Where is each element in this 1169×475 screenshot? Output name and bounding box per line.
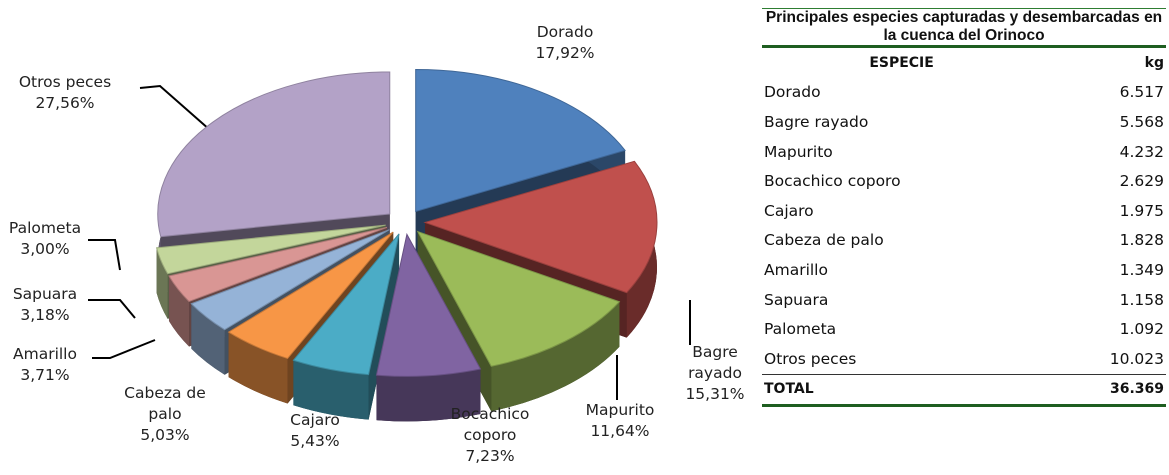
category-label: Palometa	[8, 219, 82, 237]
species-cell: Palometa	[764, 320, 837, 339]
slice-label: Sapuara 3,18%	[0, 284, 90, 326]
value-label: 5,03%	[140, 426, 190, 444]
slice-label: Bocachico coporo 7,23%	[440, 404, 540, 467]
slice-wall	[156, 247, 168, 319]
table-row: Amarillo 1.349	[762, 255, 1166, 285]
kg-cell: 6.517	[1119, 83, 1164, 102]
slice-top	[190, 229, 390, 331]
species-table: Principales especies capturadas y desemb…	[762, 8, 1166, 408]
table-row: Cabeza de palo 1.828	[762, 226, 1166, 256]
chart	[88, 69, 691, 422]
value-label: 3,00%	[20, 240, 70, 258]
category-label: Mapurito	[585, 401, 655, 419]
category-label: Sapuara	[12, 285, 78, 303]
slice-label: Bagre rayado 15,31%	[680, 342, 750, 405]
species-cell: Mapurito	[764, 142, 833, 161]
slice-label: Dorado 17,92%	[520, 22, 610, 64]
table-header: ESPECIE kg	[762, 47, 1166, 78]
value-label: 3,18%	[20, 306, 70, 324]
species-cell: Amarillo	[764, 260, 828, 279]
table-row: Cajaro 1.975	[762, 196, 1166, 226]
species-cell: Bocachico coporo	[764, 172, 901, 191]
slice-wall	[491, 301, 620, 412]
category-label: Cajaro	[290, 411, 340, 429]
slice-wall	[376, 369, 481, 422]
table-row: Sapuara 1.158	[762, 285, 1166, 315]
header-cell: ESPECIE	[869, 54, 934, 71]
slice-top	[415, 69, 626, 213]
slice-top	[227, 231, 394, 360]
slice-label: Cabeza de palo 5,03%	[110, 383, 220, 446]
table-title: Principales especies capturadas y desemb…	[762, 8, 1166, 48]
category-label: Bagre rayado	[688, 343, 742, 382]
slice-label: Mapurito 11,64%	[575, 400, 665, 442]
slice-top	[423, 160, 658, 294]
slice-wall	[168, 275, 190, 347]
kg-cell: 36.369	[1041, 373, 1166, 408]
slice-wall	[228, 332, 288, 404]
table-row: TOTAL 36.369	[762, 373, 1166, 408]
value-label: 11,64%	[590, 422, 650, 440]
slice-top	[168, 226, 388, 303]
leader-line	[88, 299, 136, 319]
table-row: Bagre rayado 5.568	[762, 107, 1166, 137]
slice-top	[416, 230, 621, 367]
table-row: Dorado 6.517	[762, 78, 1166, 108]
table-row: Palometa 1.092	[762, 314, 1166, 344]
category-label: Bocachico coporo	[450, 405, 530, 444]
value-label: 17,92%	[535, 44, 595, 62]
slice	[416, 230, 621, 412]
leader-lines	[88, 84, 691, 400]
slice-top	[156, 224, 386, 275]
kg-cell: 1.975	[1119, 201, 1164, 220]
species-cell: Cajaro	[764, 201, 814, 220]
slice-top	[157, 71, 391, 238]
slice-label: Cajaro 5,43%	[275, 410, 355, 452]
species-cell: TOTAL	[762, 373, 1042, 408]
slice	[375, 232, 482, 422]
value-label: 7,23%	[465, 447, 515, 465]
leader-line	[92, 339, 156, 359]
species-cell: Otros peces	[764, 349, 857, 368]
slice-label: Palometa 3,00%	[0, 218, 90, 260]
kg-cell: 4.232	[1119, 142, 1164, 161]
kg-cell: 1.092	[1119, 320, 1164, 339]
table-row: Mapurito 4.232	[762, 137, 1166, 167]
species-cell: Cabeza de palo	[764, 231, 884, 250]
species-cell: Sapuara	[764, 290, 829, 309]
value-label: 15,31%	[685, 385, 745, 403]
table-row: Otros peces 10.023	[762, 344, 1166, 374]
leader-line	[88, 239, 121, 271]
slice-label: Amarillo 3,71%	[0, 344, 90, 386]
kg-cell: 2.629	[1119, 172, 1164, 191]
value-label: 3,71%	[20, 366, 70, 384]
category-label: Otros peces	[18, 73, 112, 91]
header-cell: kg	[1144, 54, 1164, 71]
category-label: Amarillo	[13, 345, 77, 363]
species-cell: Bagre rayado	[764, 112, 869, 131]
slice-top	[375, 232, 482, 377]
value-label: 5,43%	[290, 432, 340, 450]
slice-wall	[191, 303, 225, 375]
category-label: Dorado	[536, 23, 594, 41]
kg-cell: 1.349	[1119, 260, 1164, 279]
table-row: Bocachico coporo 2.629	[762, 166, 1166, 196]
species-cell: Dorado	[764, 83, 821, 102]
kg-cell: 1.828	[1119, 231, 1164, 250]
kg-cell: 1.158	[1119, 290, 1164, 309]
kg-cell: 10.023	[1109, 349, 1164, 368]
slice-top	[292, 233, 400, 376]
slice-label: Otros peces 27,56%	[0, 72, 130, 114]
slice-wall	[293, 360, 369, 420]
value-label: 27,56%	[35, 94, 95, 112]
leader-line	[139, 84, 211, 131]
kg-cell: 5.568	[1119, 112, 1164, 131]
slice	[292, 233, 400, 420]
category-label: Cabeza de palo	[124, 384, 206, 423]
